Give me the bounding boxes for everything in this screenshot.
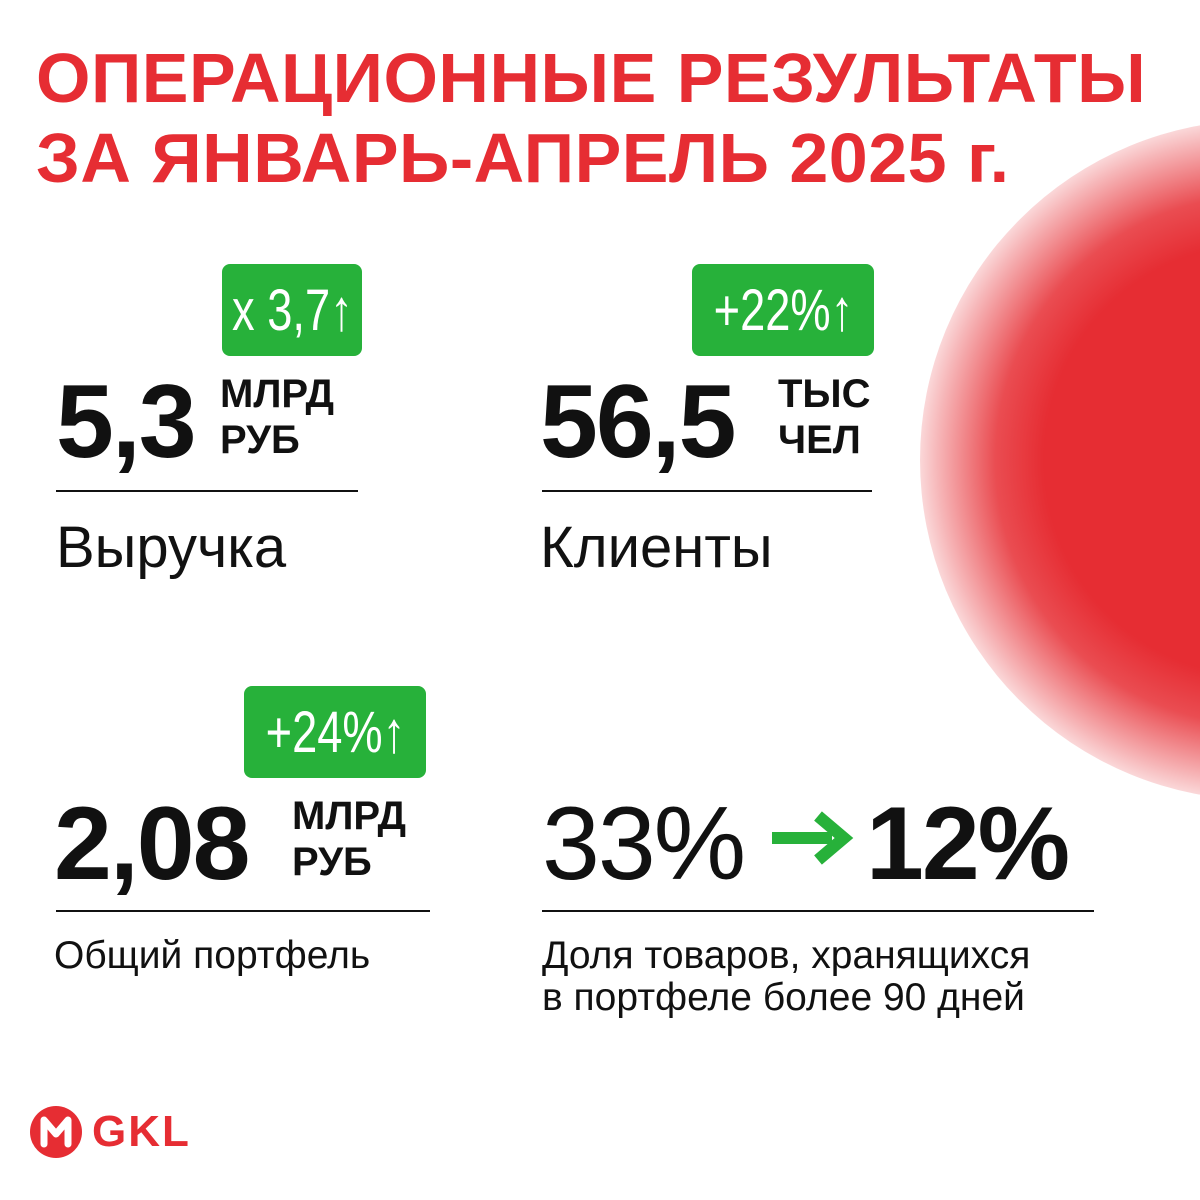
clients-label: Клиенты <box>540 515 773 580</box>
portfolio-growth-badge: +24%↑ <box>244 686 426 778</box>
logo-text: GKL <box>92 1107 191 1156</box>
clients-growth-text: +22%↑ <box>713 277 853 343</box>
revenue-growth-badge: х 3,7↑ <box>222 264 362 356</box>
revenue-unit-line-2: РУБ <box>220 418 300 462</box>
portfolio-unit-line-2: РУБ <box>292 840 372 884</box>
clients-value: 56,5 <box>540 364 736 480</box>
arrow-right-icon <box>772 811 854 865</box>
clients-growth-badge: +22%↑ <box>692 264 874 356</box>
revenue-label: Выручка <box>56 515 287 580</box>
portfolio-label: Общий портфель <box>54 934 371 977</box>
portfolio-growth-text: +24%↑ <box>265 699 405 765</box>
revenue-growth-text: х 3,7↑ <box>231 277 353 343</box>
page-title: ОПЕРАЦИОННЫЕ РЕЗУЛЬТАТЫ ЗА ЯНВАРЬ-АПРЕЛЬ… <box>36 38 1146 198</box>
decorative-red-circle <box>920 120 1200 800</box>
portfolio-divider <box>56 910 430 912</box>
revenue-value: 5,3 <box>56 364 197 480</box>
revenue-divider <box>56 490 358 492</box>
aging-share-after: 12% <box>866 786 1070 902</box>
portfolio-value: 2,08 <box>54 786 250 902</box>
aging-label-line-1: Доля товаров, хранящихся <box>542 934 1031 977</box>
portfolio-unit-line-1: МЛРД <box>292 794 407 838</box>
clients-divider <box>542 490 872 492</box>
aging-share-before: 33% <box>542 786 746 902</box>
clients-unit-line-2: ЧЕЛ <box>778 418 861 462</box>
aging-divider <box>542 910 1094 912</box>
clients-unit-line-1: ТЫС <box>778 372 871 416</box>
m-circle-logo-icon <box>30 1106 82 1158</box>
brand-logo: GKL <box>30 1106 191 1158</box>
title-line-1: ОПЕРАЦИОННЫЕ РЕЗУЛЬТАТЫ <box>36 39 1147 117</box>
title-line-2: ЗА ЯНВАРЬ-АПРЕЛЬ 2025 г. <box>36 119 1010 197</box>
revenue-unit-line-1: МЛРД <box>220 372 335 416</box>
aging-label-line-2: в портфеле более 90 дней <box>542 976 1025 1019</box>
